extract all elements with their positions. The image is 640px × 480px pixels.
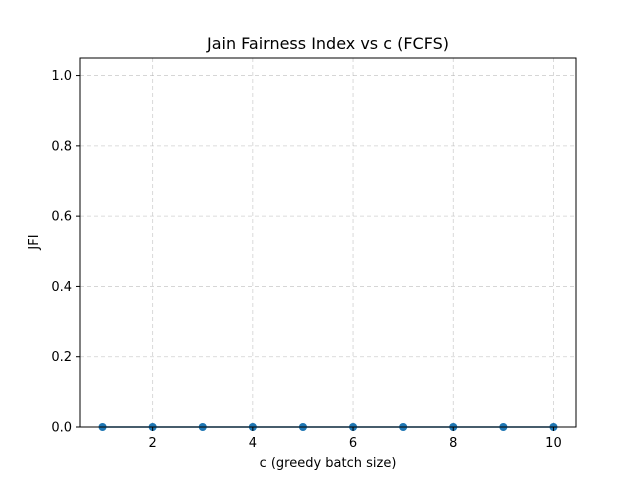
y-tick-label: 0.2 bbox=[51, 350, 72, 365]
y-tick-label: 0.0 bbox=[51, 421, 72, 436]
y-tick-label: 1.0 bbox=[51, 69, 72, 84]
y-tick-label: 0.4 bbox=[51, 280, 72, 295]
y-axis-label: JFI bbox=[27, 234, 42, 250]
x-tick-label: 4 bbox=[249, 436, 257, 451]
x-tick-label: 6 bbox=[349, 436, 357, 451]
y-tick-label: 0.6 bbox=[51, 210, 72, 225]
axis-ticks: 2 4 6 8 10 0.0 0.2 0.4 0.6 0.8 1.0 bbox=[51, 69, 561, 451]
y-tick-label: 0.8 bbox=[51, 139, 72, 154]
x-tick-label: 2 bbox=[149, 436, 157, 451]
x-tick-label: 8 bbox=[449, 436, 457, 451]
x-axis-label: c (greedy batch size) bbox=[260, 456, 397, 471]
chart-title: Jain Fairness Index vs c (FCFS) bbox=[206, 34, 449, 53]
x-tick-label: 10 bbox=[545, 436, 562, 451]
plot-frame bbox=[79, 57, 577, 428]
